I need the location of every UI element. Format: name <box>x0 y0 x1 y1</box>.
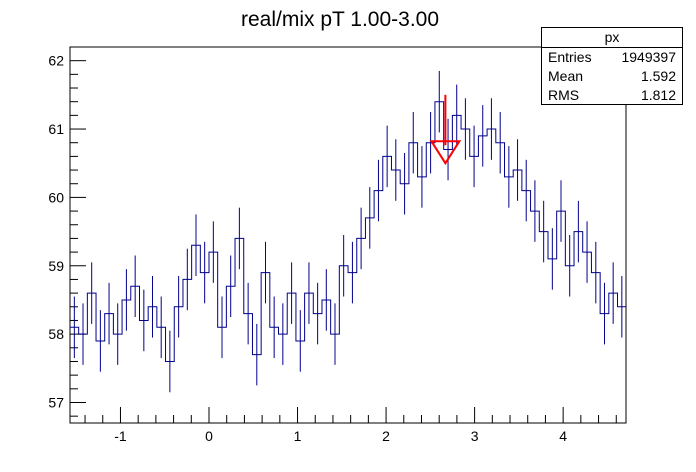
y-tick-label: 57 <box>48 394 64 410</box>
stats-label: Entries <box>548 49 592 65</box>
y-tick-label: 62 <box>48 53 64 69</box>
x-axis: -1 0 1 2 3 4 <box>84 407 617 444</box>
x-tick-label: 2 <box>382 428 390 444</box>
peak-arrow-annotation <box>429 94 462 166</box>
y-tick-label: 61 <box>48 121 64 137</box>
chart-title: real/mix pT 1.00-3.00 <box>241 8 439 31</box>
stats-value: 1.812 <box>640 87 676 103</box>
x-tick-label: 4 <box>559 428 567 444</box>
stats-value: 1949397 <box>621 49 676 65</box>
y-tick-label: 59 <box>48 258 64 274</box>
stats-box: px Entries 1949397 Mean 1.592 RMS 1.812 <box>541 27 683 105</box>
histogram-step-line <box>69 101 627 362</box>
plot-frame <box>69 46 627 424</box>
arrow-head <box>429 140 462 166</box>
y-axis: 57 58 59 60 61 62 <box>48 46 86 417</box>
stats-row-rms: RMS 1.812 <box>542 86 682 105</box>
x-tick-label: 3 <box>471 428 479 444</box>
x-tick-label: -1 <box>114 428 127 444</box>
y-tick-label: 60 <box>48 189 64 205</box>
stats-label: Mean <box>548 68 584 84</box>
stats-label: RMS <box>548 87 580 103</box>
histogram-series <box>69 70 627 393</box>
stats-title: px <box>542 28 682 48</box>
stats-row-entries: Entries 1949397 <box>542 48 682 67</box>
stats-row-mean: Mean 1.592 <box>542 67 682 86</box>
x-tick-label: 1 <box>294 428 302 444</box>
stats-value: 1.592 <box>640 68 676 84</box>
y-tick-label: 58 <box>48 326 64 342</box>
x-tick-label: 0 <box>205 428 213 444</box>
